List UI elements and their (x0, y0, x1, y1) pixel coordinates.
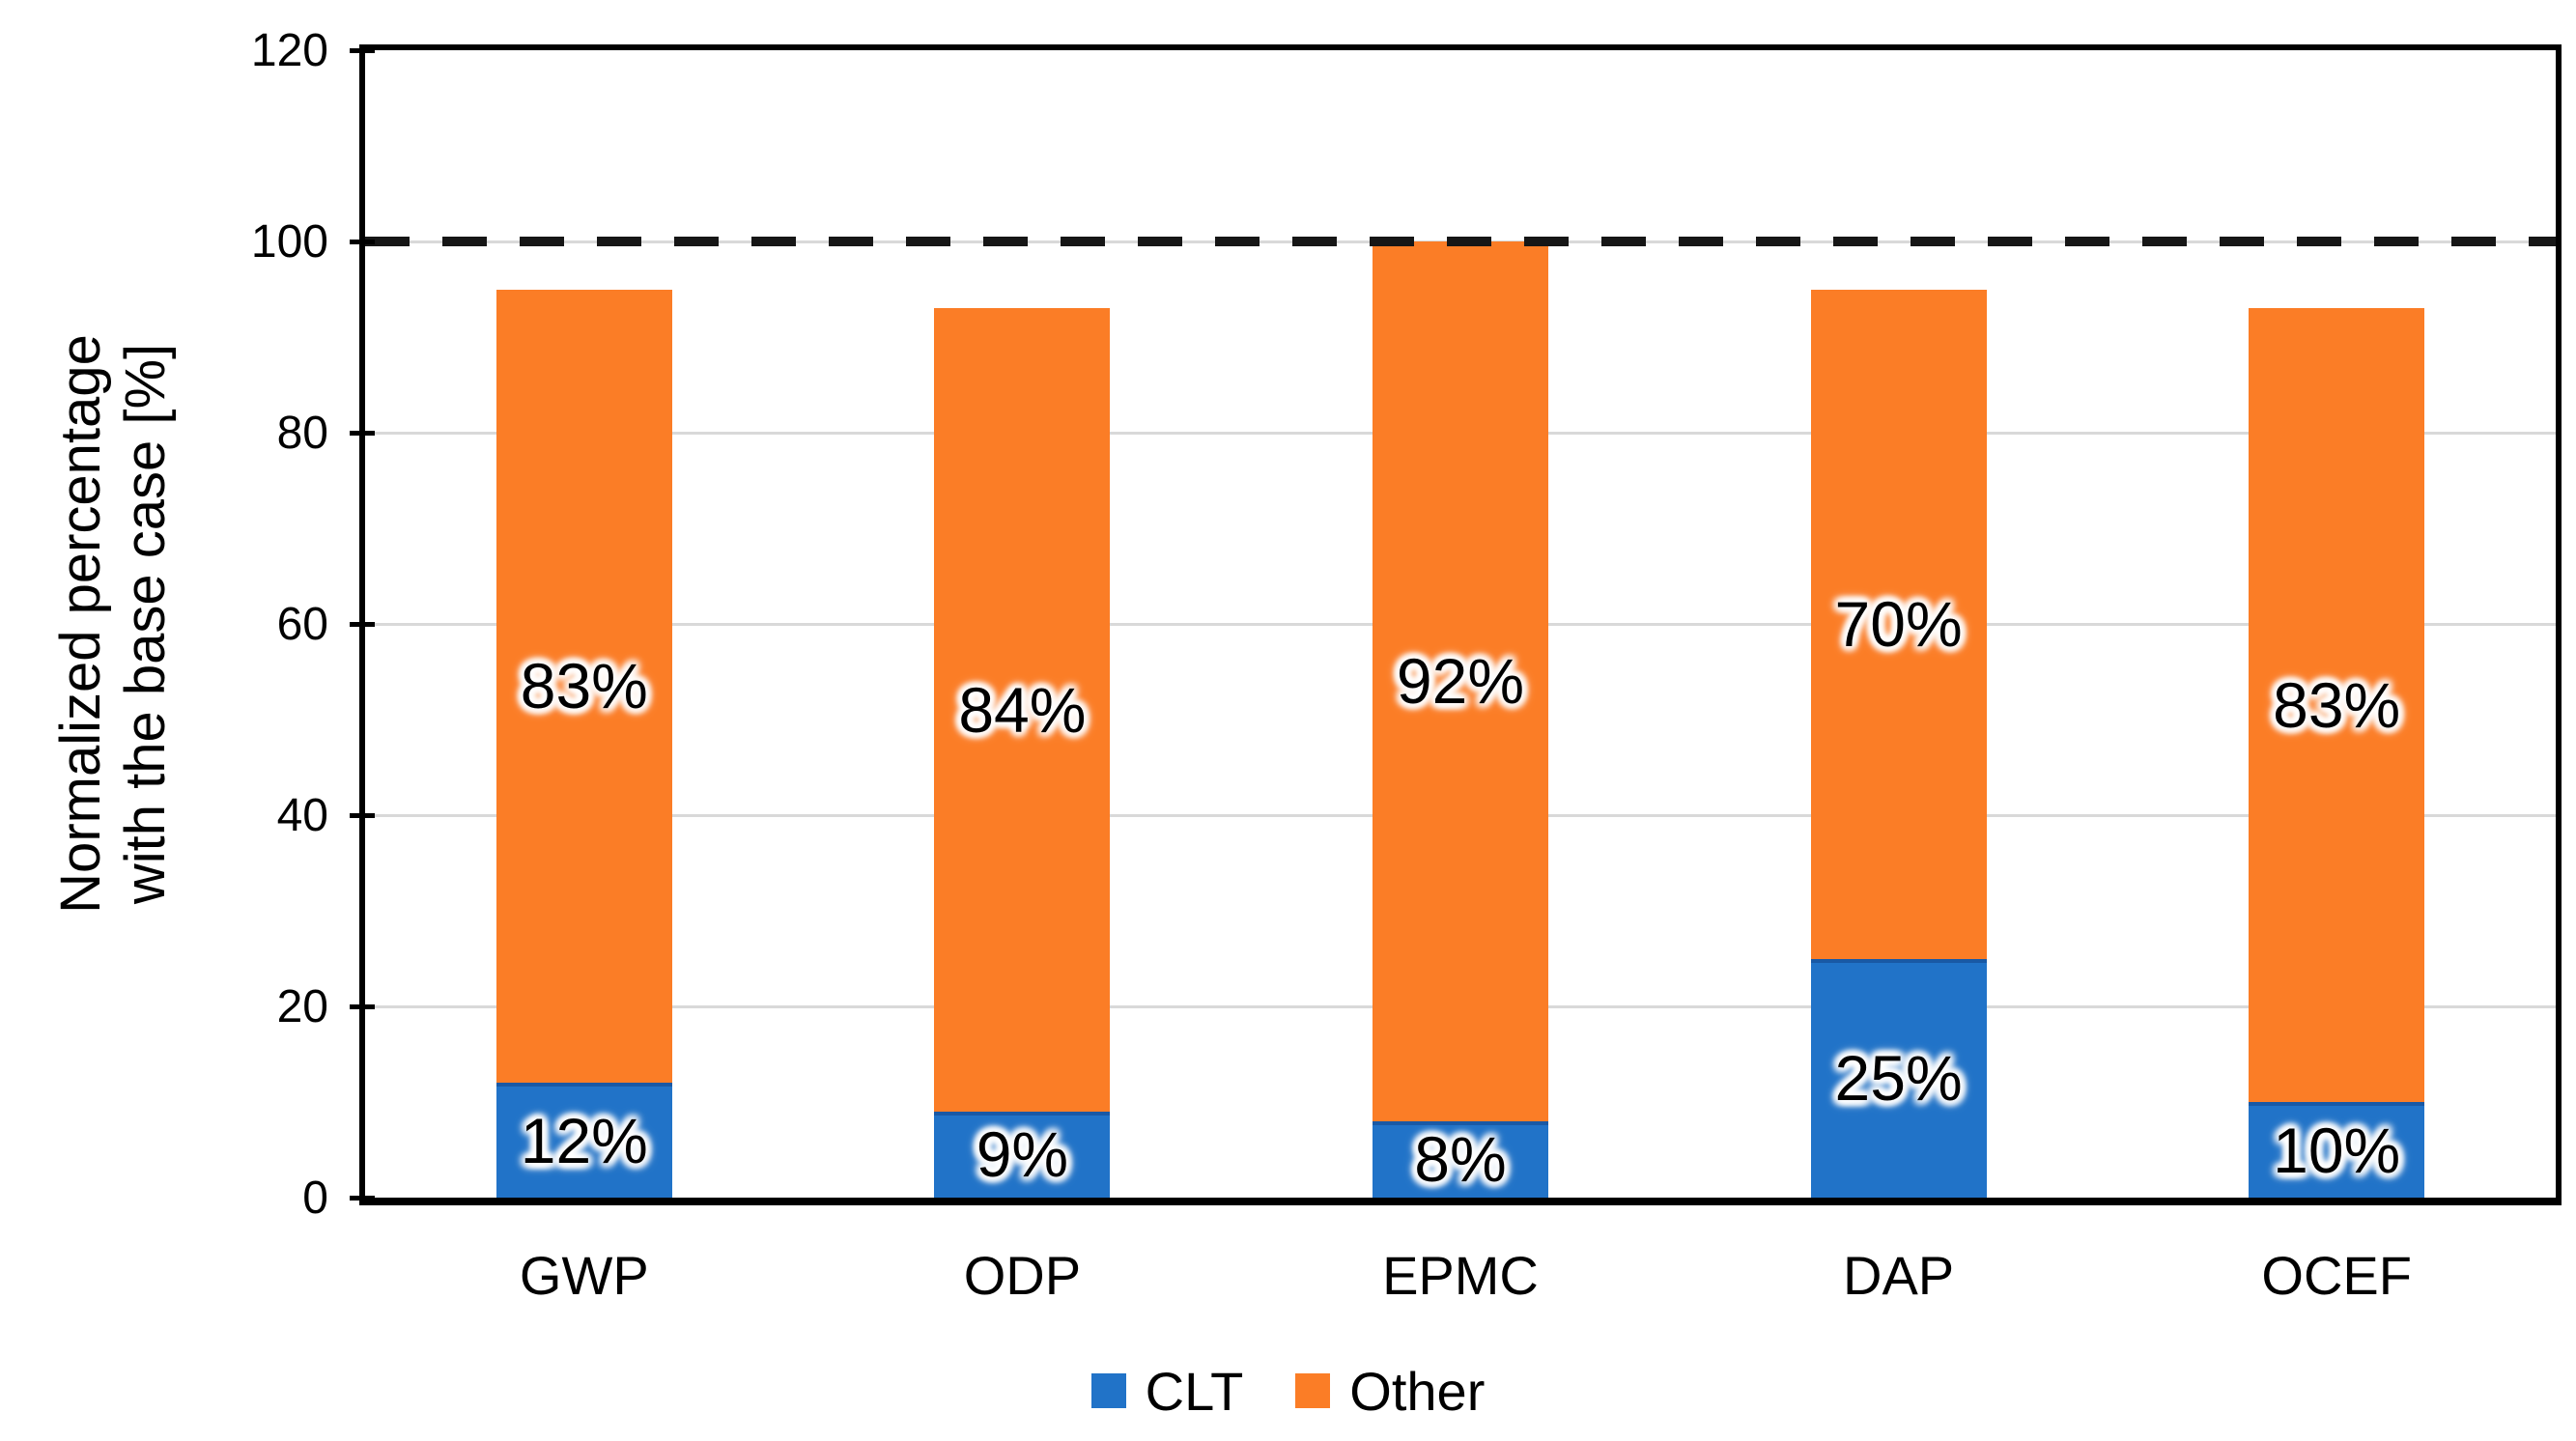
bar-segment-clt-DAP (1810, 958, 1987, 1198)
x-tick-label-ODP: ODP (963, 1245, 1082, 1306)
legend-swatch-clt (1090, 1373, 1126, 1408)
bar-group-EPMC: 8% 92% (1241, 50, 1680, 1198)
bar-label-clt-ODP: 9% (976, 1118, 1069, 1191)
bar-segment-clt-ODP (934, 1111, 1111, 1198)
legend-item-other: Other (1295, 1360, 1485, 1423)
x-tick-label-OCEF: OCEF (2261, 1245, 2412, 1306)
y-tick-label-60: 60 (276, 598, 328, 650)
bar-group-OCEF: 10% 83% (2117, 50, 2556, 1198)
bar-segment-clt-OCEF (2249, 1102, 2425, 1198)
x-tick-label-EPMC: EPMC (1382, 1245, 1539, 1306)
y-tick-mark-80 (350, 430, 375, 436)
y-tick-label-100: 100 (250, 215, 328, 268)
bar-group-DAP: 25% 70% (1680, 50, 2118, 1198)
bar-label-clt-DAP: 25% (1834, 1042, 1963, 1115)
bar-label-clt-OCEF: 10% (2273, 1114, 2401, 1186)
bar-segment-other-EPMC (1372, 241, 1548, 1121)
legend-label-other: Other (1349, 1360, 1486, 1422)
bar-label-clt-GWP: 12% (520, 1104, 648, 1176)
bar-label-clt-EPMC: 8% (1414, 1123, 1507, 1196)
y-tick-mark-20 (350, 1003, 375, 1009)
legend: CLT Other (0, 1352, 2576, 1429)
bar-label-other-GWP: 83% (520, 650, 648, 722)
bar-group-ODP: 9% 84% (804, 50, 1242, 1198)
bar-segment-other-ODP (934, 308, 1111, 1112)
y-tick-label-20: 20 (276, 980, 328, 1032)
bar-segment-clt-GWP (495, 1083, 672, 1198)
bar-label-other-ODP: 84% (958, 674, 1087, 747)
y-tick-mark-120 (350, 47, 375, 53)
plot-area: 12% 83% 9% 84% 8% 92% 25% 70% 10% 83% (359, 44, 2562, 1205)
bar-group-GWP: 12% 83% (365, 50, 804, 1198)
bar-label-other-EPMC: 92% (1396, 645, 1525, 718)
y-tick-label-120: 120 (250, 24, 328, 76)
bar-segment-clt-EPMC (1372, 1120, 1548, 1198)
y-tick-label-0: 0 (302, 1172, 328, 1224)
bar-label-other-DAP: 70% (1834, 588, 1963, 660)
y-tick-mark-0 (350, 1195, 375, 1201)
bar-label-other-OCEF: 83% (2273, 669, 2401, 742)
y-tick-mark-60 (350, 621, 375, 627)
legend-item-clt: CLT (1090, 1360, 1244, 1423)
y-tick-mark-40 (350, 812, 375, 818)
bar-segment-other-GWP (495, 289, 672, 1084)
bar-segment-other-OCEF (2249, 308, 2425, 1102)
x-tick-label-GWP: GWP (519, 1245, 649, 1306)
y-tick-label-80: 80 (276, 407, 328, 459)
y-tick-mark-100 (350, 239, 375, 244)
y-tick-label-40: 40 (276, 789, 328, 841)
x-tick-label-DAP: DAP (1843, 1245, 1955, 1306)
bar-segment-other-DAP (1810, 289, 1987, 959)
legend-label-clt: CLT (1145, 1360, 1244, 1422)
reference-dashed-line-100 (365, 237, 2556, 246)
legend-swatch-other (1295, 1373, 1331, 1408)
